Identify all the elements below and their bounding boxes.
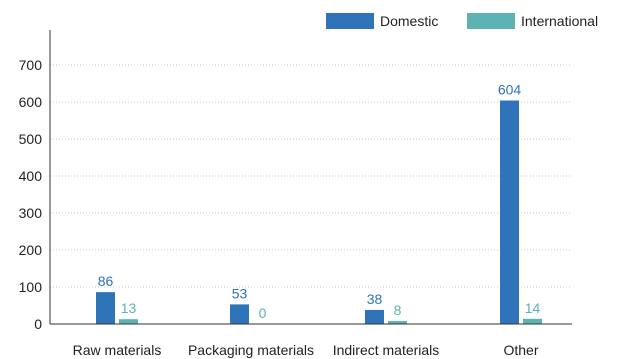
bar-domestic [230, 304, 249, 324]
bars [96, 100, 542, 325]
bar-domestic [365, 309, 384, 324]
legend-swatch-domestic [326, 13, 374, 29]
legend: Domestic International [326, 13, 598, 29]
y-axis-ticks: 0 100 200 300 400 500 600 700 [19, 57, 43, 332]
x-category-label: Packaging materials [188, 342, 314, 358]
y-tick-label: 700 [19, 57, 43, 73]
y-tick-label: 600 [19, 94, 43, 110]
x-axis-categories: Raw materials Packaging materials Indirect… [73, 342, 539, 358]
data-label-international: 13 [121, 300, 137, 316]
data-label-domestic: 604 [498, 82, 522, 98]
data-label-international: 0 [259, 305, 267, 321]
y-tick-label: 500 [19, 131, 43, 147]
data-label-domestic: 38 [367, 291, 383, 307]
y-tick-label: 400 [19, 168, 43, 184]
data-label-international: 14 [525, 300, 541, 316]
data-label-domestic: 86 [98, 273, 114, 289]
legend-label-domestic: Domestic [380, 13, 438, 29]
y-tick-label: 100 [19, 279, 43, 295]
x-category-label: Raw materials [73, 342, 162, 358]
y-tick-label: 0 [34, 316, 42, 332]
gridlines [50, 64, 572, 288]
y-tick-label: 300 [19, 205, 43, 221]
x-category-label: Indirect materials [333, 342, 440, 358]
bar-international [388, 321, 407, 324]
data-labels: 86 13 53 0 38 8 604 14 [98, 82, 541, 321]
bar-international [119, 319, 138, 324]
bar-domestic [96, 292, 115, 324]
data-label-domestic: 53 [232, 285, 248, 301]
data-label-international: 8 [394, 302, 402, 318]
bar-international [523, 318, 542, 324]
bar-domestic [500, 100, 519, 325]
y-tick-label: 200 [19, 242, 43, 258]
legend-swatch-international [467, 13, 515, 29]
x-category-label: Other [503, 342, 538, 358]
legend-label-international: International [521, 13, 598, 29]
